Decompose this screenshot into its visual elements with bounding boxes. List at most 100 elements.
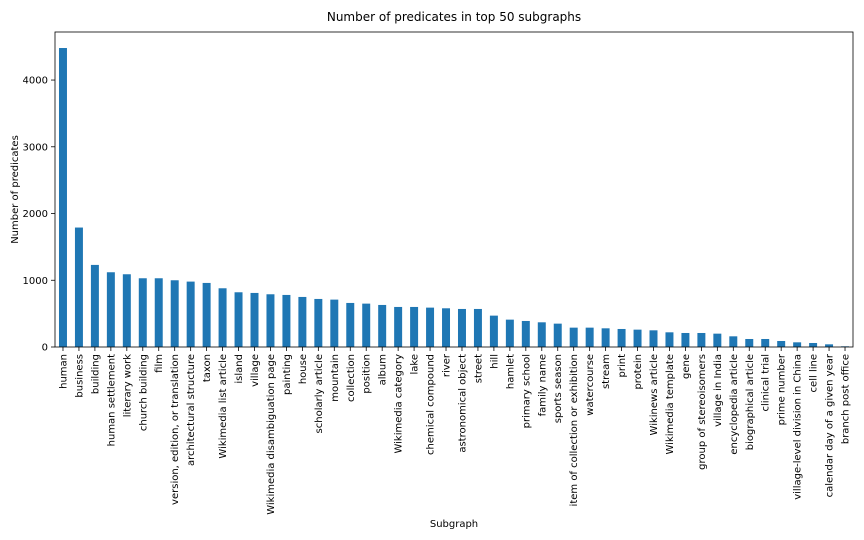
bar xyxy=(553,323,562,347)
bar xyxy=(266,294,275,347)
x-tick-label: chemical compound xyxy=(426,354,437,455)
bar xyxy=(457,308,466,347)
x-tick-label: lake xyxy=(410,354,421,375)
x-tick-label: watercourse xyxy=(585,354,596,416)
x-tick-label: primary school xyxy=(521,354,532,428)
bar xyxy=(202,282,211,347)
bar xyxy=(601,328,610,347)
bar xyxy=(218,288,227,347)
x-tick-label: Wikimedia list article xyxy=(218,354,229,459)
x-tick-label: position xyxy=(362,354,373,394)
x-tick-label: print xyxy=(617,354,628,378)
x-tick-label: album xyxy=(378,354,389,385)
x-tick-label: biographical article xyxy=(745,354,756,450)
bar xyxy=(569,327,578,347)
bar xyxy=(729,336,738,347)
bar xyxy=(74,227,83,347)
bar xyxy=(745,338,754,347)
bar xyxy=(537,322,546,347)
bar xyxy=(314,298,323,347)
x-tick-label: human xyxy=(58,354,69,389)
x-tick-label: gene xyxy=(681,354,692,379)
x-tick-label: branch post office xyxy=(841,354,852,444)
x-tick-label: protein xyxy=(633,354,644,390)
bar xyxy=(138,278,147,347)
x-tick-label: architectural structure xyxy=(186,354,197,466)
bar xyxy=(761,338,770,347)
x-tick-label: painting xyxy=(282,354,293,395)
bar xyxy=(298,296,307,347)
x-tick-label: film xyxy=(154,354,165,373)
bar xyxy=(681,332,690,347)
x-tick-label: family name xyxy=(537,354,548,416)
bar xyxy=(234,292,243,347)
x-tick-label: building xyxy=(90,354,101,394)
x-tick-label: stream xyxy=(601,354,612,389)
y-axis-label: Number of predicates xyxy=(10,135,21,244)
x-tick-label: business xyxy=(74,354,85,398)
x-tick-label: prime number xyxy=(777,353,788,425)
bar xyxy=(250,292,259,347)
bar xyxy=(713,333,722,347)
bar xyxy=(442,308,451,347)
bar xyxy=(362,303,371,347)
x-tick-label: scholarly article xyxy=(314,354,325,433)
x-tick-label: Wikimedia disambiguation page xyxy=(266,354,277,515)
x-tick-label: sports season xyxy=(553,354,564,423)
x-tick-label: Wikimedia template xyxy=(665,354,676,454)
x-tick-label: Wikimedia category xyxy=(394,354,405,454)
bar xyxy=(58,48,67,348)
bar xyxy=(793,342,802,347)
y-tick-label: 4000 xyxy=(23,76,48,87)
bar xyxy=(346,302,355,347)
bar xyxy=(649,330,658,347)
x-tick-label: literary work xyxy=(122,354,133,417)
bar xyxy=(585,327,594,347)
x-tick-label: village xyxy=(250,354,261,387)
bar xyxy=(106,272,115,347)
bars xyxy=(58,48,850,348)
x-tick-label: hamlet xyxy=(505,354,516,389)
bar xyxy=(410,306,419,347)
bar xyxy=(282,294,291,347)
bar xyxy=(394,306,403,347)
bar xyxy=(330,299,339,347)
bar xyxy=(505,319,514,347)
bar xyxy=(473,308,482,347)
x-tick-label: item of collection or exhibition xyxy=(569,354,580,506)
bar xyxy=(633,329,642,347)
bar xyxy=(378,304,387,347)
x-tick-label: house xyxy=(298,354,309,384)
bar xyxy=(665,332,674,347)
x-tick-label: Wikinews article xyxy=(649,354,660,435)
x-tick-label: taxon xyxy=(202,354,213,382)
x-tick-label: hill xyxy=(489,354,500,369)
x-tick-label: collection xyxy=(346,354,357,402)
bar xyxy=(617,328,626,347)
bar xyxy=(809,342,818,347)
y-tick-label: 2000 xyxy=(23,209,48,220)
x-axis-ticks: human business building human settlement lit… xyxy=(58,347,852,515)
y-tick-label: 3000 xyxy=(23,142,48,153)
bar xyxy=(426,307,435,347)
bar xyxy=(489,315,498,347)
x-tick-label: calendar day of a given year xyxy=(825,353,836,497)
x-tick-label: human settlement xyxy=(106,354,117,446)
x-tick-label: street xyxy=(473,354,484,383)
bar xyxy=(825,344,834,347)
x-tick-label: astronomical object xyxy=(457,354,468,453)
x-tick-label: version, edition, or translation xyxy=(170,354,181,505)
bar xyxy=(521,320,530,347)
y-tick-label: 1000 xyxy=(23,276,48,287)
plot-frame xyxy=(54,31,854,348)
x-tick-label: village in India xyxy=(713,354,724,427)
bar xyxy=(697,332,706,347)
x-tick-label: village-level division in China xyxy=(793,354,804,500)
x-tick-label: cell line xyxy=(809,354,820,392)
x-tick-label: group of stereoisomers xyxy=(697,354,708,470)
x-tick-label: encyclopedia article xyxy=(729,354,740,455)
x-tick-label: mountain xyxy=(330,354,341,402)
bar xyxy=(186,281,195,347)
x-tick-label: island xyxy=(234,354,245,384)
